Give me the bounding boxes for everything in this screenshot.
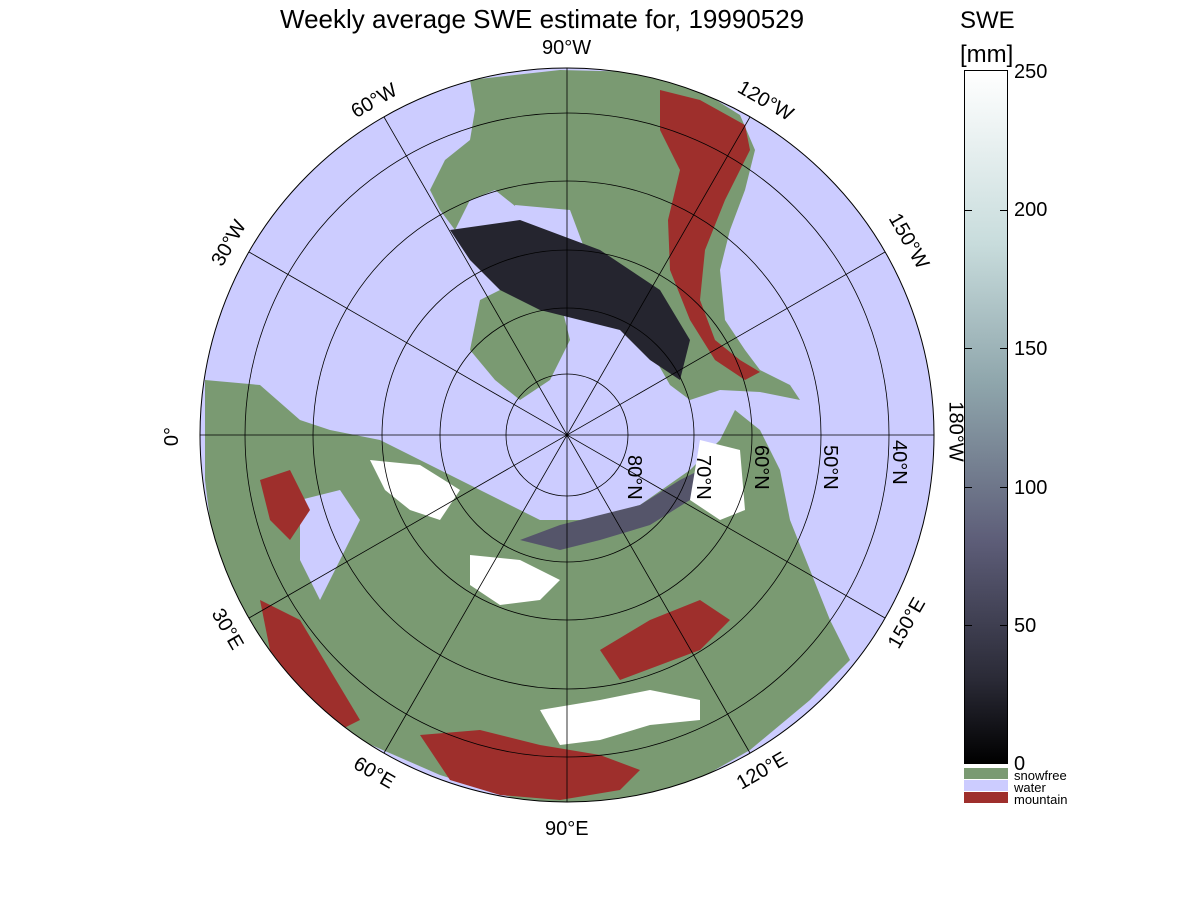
legend-swatch-water (964, 780, 1008, 791)
map-disk (200, 68, 934, 802)
colorbar-gradient (964, 70, 1008, 764)
map-title: Weekly average SWE estimate for, 1999052… (280, 4, 805, 34)
asian-mountains (420, 730, 640, 800)
lat-label-50n: 50°N (819, 445, 841, 490)
colorbar-tick-50: 50 (1014, 615, 1037, 637)
lon-label-90w: 90°W (542, 37, 592, 59)
rocky-mountains (660, 90, 760, 380)
central-siberia-deep-snow (470, 555, 560, 605)
map-boundary (199, 67, 935, 803)
scandinavian-mountains (260, 470, 310, 540)
colorbar-tick-150: 150 (1014, 338, 1048, 360)
mongolia-deep-snow (540, 690, 700, 745)
colorbar-tickmark (1000, 625, 1008, 626)
lat-label-80n: 80°N (623, 455, 645, 500)
colorbar-tickmark (964, 487, 972, 488)
central-asian-mountains (600, 600, 730, 680)
legend-swatch-mountain (964, 792, 1008, 803)
colorbar-title: SWE [mm] (960, 4, 1015, 72)
lat-label-70n: 70°N (692, 455, 714, 500)
colorbar-tickmark (1000, 210, 1008, 211)
baltic-sea (300, 490, 360, 600)
colorbar-tick-0: 0 (1014, 753, 1026, 775)
siberian-coast-snow (520, 470, 700, 550)
lat-label-40n: 40°N (888, 440, 910, 485)
yakutia-deep-snow (690, 440, 745, 520)
legend-label-snowfree: snowfree (1014, 768, 1067, 783)
siberia-deep-snow (370, 460, 460, 520)
lon-label-0: 0° (161, 426, 184, 447)
colorbar-tickmark (964, 348, 972, 349)
colorbar-tickmark (964, 625, 972, 626)
lat-label-60n: 60°N (750, 445, 772, 490)
legend-label-mountain: mountain (1014, 792, 1068, 807)
colorbar-tick-200: 200 (1014, 199, 1048, 221)
colorbar-tickmark (964, 210, 972, 211)
colorbar-tick-250: 250 (1014, 61, 1048, 83)
canadian-arctic-snow (450, 220, 690, 380)
legend-label-water: water (1014, 780, 1046, 795)
european-mountains (260, 600, 360, 730)
colorbar-title-swe: SWE (960, 7, 1015, 34)
meridians (200, 68, 934, 802)
colorbar-tickmark (1000, 487, 1008, 488)
colorbar-tick-100: 100 (1014, 477, 1048, 499)
lon-label-90e: 90°E (545, 818, 589, 840)
colorbar-title-unit: [mm] (960, 41, 1014, 68)
colorbar-tickmark (1000, 348, 1008, 349)
legend-swatch-snowfree (964, 768, 1008, 779)
